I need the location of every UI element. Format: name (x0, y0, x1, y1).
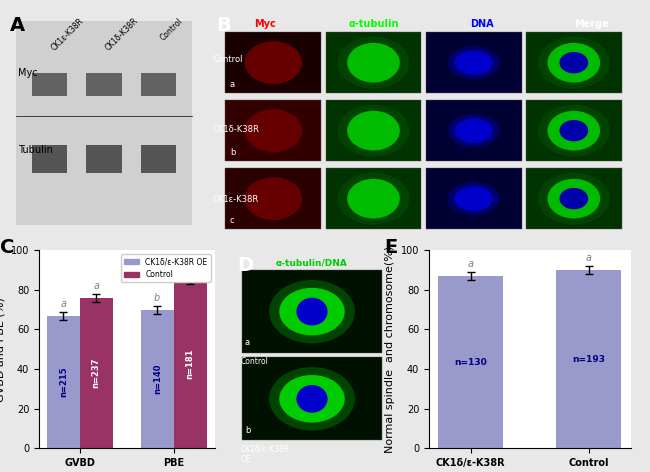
Ellipse shape (547, 179, 600, 219)
Y-axis label: GVBD and PBE (%): GVBD and PBE (%) (0, 297, 5, 402)
Text: b: b (154, 293, 161, 303)
Bar (556, 270, 621, 448)
Bar (526, 168, 621, 229)
Ellipse shape (347, 43, 400, 83)
Bar (86, 73, 122, 95)
Text: b: b (187, 263, 193, 273)
Y-axis label: Normal spindle  and chromosome(%): Normal spindle and chromosome(%) (385, 245, 395, 453)
Bar (426, 32, 521, 93)
Text: D: D (237, 256, 254, 275)
Text: a: a (586, 253, 592, 263)
Bar (326, 32, 421, 93)
Bar (242, 270, 382, 353)
Ellipse shape (547, 111, 600, 151)
Bar (141, 310, 174, 448)
Ellipse shape (244, 41, 302, 84)
Text: n=215: n=215 (59, 367, 68, 397)
Bar (242, 357, 382, 440)
Ellipse shape (447, 114, 500, 147)
Text: n=237: n=237 (92, 358, 101, 388)
Bar (174, 280, 207, 448)
Bar (86, 145, 122, 173)
Text: b: b (230, 148, 235, 157)
Bar (226, 100, 321, 161)
Bar (326, 100, 421, 161)
Text: DNA: DNA (471, 18, 494, 28)
Ellipse shape (337, 173, 410, 225)
Text: CK1δ/ε-K38R
OE: CK1δ/ε-K38R OE (240, 445, 289, 464)
Bar (32, 73, 67, 95)
Legend: CK1δ/ε-K38R OE, Control: CK1δ/ε-K38R OE, Control (121, 254, 211, 282)
Ellipse shape (447, 46, 500, 79)
Ellipse shape (280, 375, 344, 422)
Text: α-tubulin: α-tubulin (348, 18, 398, 28)
Ellipse shape (269, 280, 355, 343)
Ellipse shape (447, 182, 500, 215)
Text: n=140: n=140 (153, 364, 162, 394)
Ellipse shape (337, 37, 410, 89)
Bar (426, 100, 521, 161)
Bar (141, 145, 176, 173)
Bar (438, 276, 503, 448)
Text: n=181: n=181 (186, 349, 194, 379)
Text: B: B (216, 16, 231, 35)
Ellipse shape (244, 177, 302, 220)
Text: a: a (245, 338, 250, 347)
Bar (226, 32, 321, 93)
Text: Control: Control (240, 357, 268, 366)
Ellipse shape (337, 105, 410, 157)
Text: a: a (230, 80, 235, 89)
Ellipse shape (296, 385, 328, 413)
Ellipse shape (269, 367, 355, 430)
Ellipse shape (347, 179, 400, 219)
Ellipse shape (296, 298, 328, 326)
Text: a: a (93, 281, 99, 291)
Bar (80, 298, 112, 448)
Ellipse shape (347, 111, 400, 151)
Ellipse shape (244, 109, 302, 152)
Text: α-tubulin/DNA: α-tubulin/DNA (276, 258, 348, 267)
Text: Myc: Myc (18, 68, 38, 78)
Text: Control: Control (159, 16, 185, 42)
Text: E: E (385, 238, 398, 257)
Bar (526, 100, 621, 161)
Ellipse shape (560, 188, 588, 209)
Text: a: a (467, 259, 474, 269)
Ellipse shape (547, 43, 600, 83)
Text: n=193: n=193 (573, 354, 605, 364)
Text: c: c (230, 216, 235, 225)
Ellipse shape (454, 186, 493, 211)
Text: Myc: Myc (254, 18, 276, 28)
Ellipse shape (560, 52, 588, 73)
Bar (426, 168, 521, 229)
Ellipse shape (560, 120, 588, 141)
Ellipse shape (454, 118, 493, 143)
Text: a: a (60, 299, 66, 309)
Ellipse shape (538, 37, 610, 89)
Text: CK1ε-K38R: CK1ε-K38R (213, 195, 259, 204)
Ellipse shape (538, 173, 610, 225)
Text: n=130: n=130 (454, 358, 487, 367)
Text: A: A (10, 16, 25, 35)
Text: Tubulin: Tubulin (18, 145, 53, 155)
Bar (47, 316, 80, 448)
Bar (326, 168, 421, 229)
Bar (141, 73, 176, 95)
Bar (226, 168, 321, 229)
Text: b: b (245, 426, 250, 435)
Bar (526, 32, 621, 93)
Ellipse shape (280, 288, 344, 336)
Text: Control: Control (213, 55, 243, 64)
Text: Merge: Merge (574, 18, 608, 28)
Bar (32, 145, 67, 173)
Text: C: C (1, 238, 15, 257)
Ellipse shape (538, 105, 610, 157)
Text: CK1δ-K38R: CK1δ-K38R (213, 125, 259, 134)
Text: CK1δ-K38R: CK1δ-K38R (104, 16, 140, 52)
Text: CK1ε-K38R: CK1ε-K38R (49, 16, 85, 52)
Ellipse shape (454, 51, 493, 75)
